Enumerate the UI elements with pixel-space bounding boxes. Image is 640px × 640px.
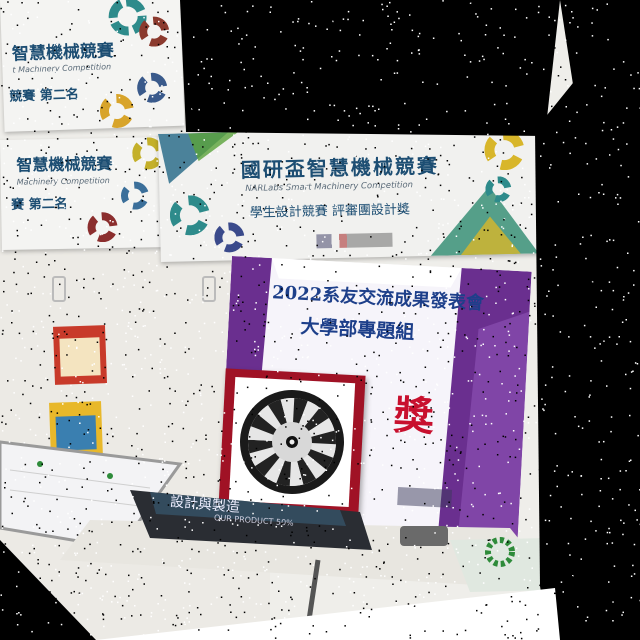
dartboard-icon	[240, 390, 344, 494]
banner-main-shapes	[158, 132, 539, 256]
wall-hook	[52, 276, 66, 302]
wall-hook	[202, 276, 216, 302]
dartboard-frame	[218, 368, 366, 516]
banner-main: 國研盃智慧機械競賽 NARLabs Smart Machinery Compet…	[158, 125, 539, 262]
